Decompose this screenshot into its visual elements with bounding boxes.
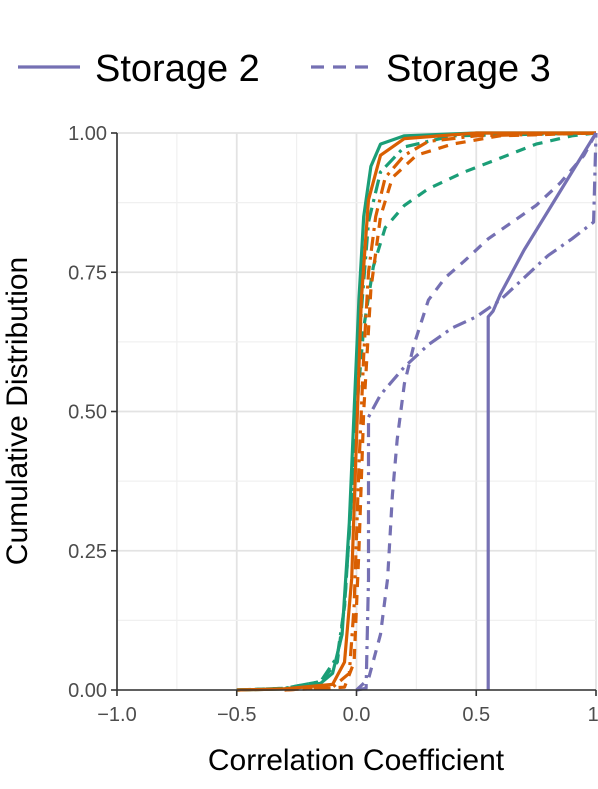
legend-label-storage-2: Storage 2 (95, 48, 260, 90)
series-line-4 (236, 131, 596, 692)
x-tick-label: 0.5 (462, 704, 490, 726)
y-tick-label: 0.50 (68, 402, 107, 424)
y-tick-label: 0.75 (68, 262, 107, 284)
series-line-3 (236, 131, 597, 692)
y-axis-title: Cumulative Distribution (1, 257, 34, 565)
series-layer (236, 131, 598, 692)
y-tick-label: 0.00 (68, 680, 107, 702)
series-line-9 (355, 132, 598, 692)
y-tick-label: 1.00 (68, 123, 107, 145)
y-tick-label: 0.25 (68, 541, 107, 563)
legend: Storage 2 Storage 3 (18, 48, 551, 90)
series-line-1 (236, 131, 596, 692)
legend-label-storage-3: Storage 3 (386, 48, 551, 90)
x-tick-label: 1. (588, 704, 598, 726)
x-tick-label: 0.0 (343, 704, 371, 726)
x-tick-label: −1.0 (97, 704, 136, 726)
series-line-7 (486, 132, 598, 690)
axes: −1.0 −0.5 0.0 0.5 1. 0.00 0.25 0.50 0.75 1.00 (68, 123, 598, 726)
x-tick-label: −0.5 (217, 704, 256, 726)
series-line-6 (284, 131, 597, 692)
x-axis-title: Correlation Coefficient (208, 744, 505, 777)
